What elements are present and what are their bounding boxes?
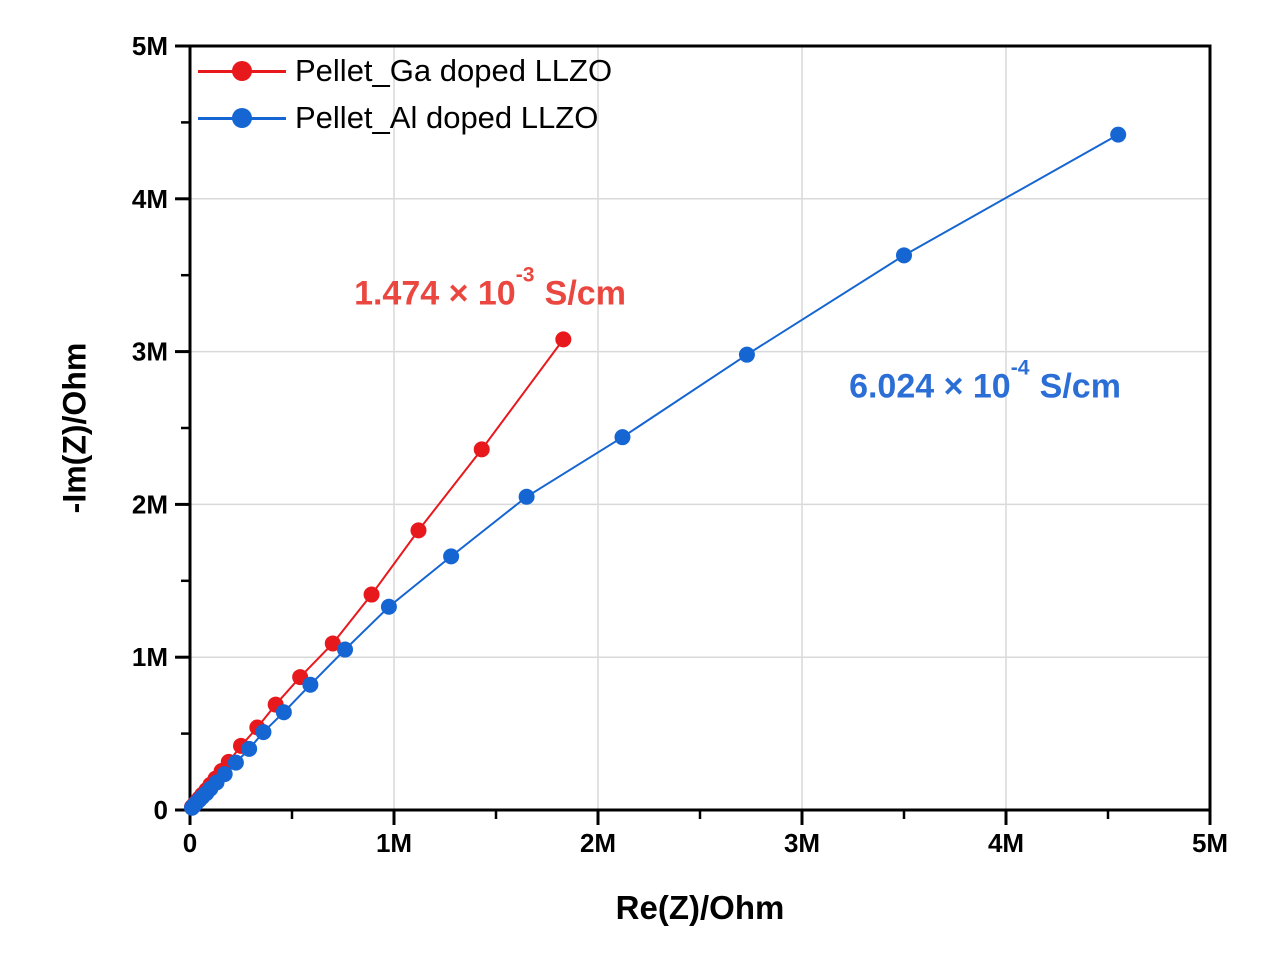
y-tick-label: 0 [154,795,168,825]
series-line-0 [191,338,565,808]
data-point-series-0 [363,586,380,603]
data-point-series-1 [614,429,631,446]
data-point-series-1 [1110,126,1127,143]
data-point-series-1 [227,754,244,771]
series-line-1 [191,133,1119,809]
legend-item-ga: Pellet_Ga doped LLZO [198,52,612,90]
legend-dot-red [232,61,252,81]
legend-line-marker-blue-icon [198,107,286,129]
plot-frame [188,44,1212,812]
y-tick-label: 1M [132,642,168,672]
y-tick-label: 2M [132,489,168,519]
y-tick-label: 3M [132,337,168,367]
annotation-value-al: 6.024 × 10 [849,367,1011,406]
data-point-series-1 [275,704,292,721]
y-tick-label: 4M [132,184,168,214]
conductivity-annotation-ga: 1.474 × 10-3 S/cm [354,264,626,313]
annotation-unit-ga: S/cm [544,274,626,313]
data-point-series-1 [302,676,319,693]
legend-label-al: Pellet_Al doped LLZO [295,100,599,135]
legend-line-marker-red-icon [198,60,286,82]
legend-item-al: Pellet_Al doped LLZO [198,99,612,137]
data-point-series-1 [216,766,233,783]
data-point-series-1 [518,488,535,505]
data-point-series-0 [473,441,490,458]
annotation-exponent-ga: -3 [515,263,535,287]
legend-label-ga: Pellet_Ga doped LLZO [295,53,613,88]
annotation-unit-al: S/cm [1039,367,1121,406]
conductivity-annotation-al: 6.024 × 10-4 S/cm [849,357,1121,406]
x-tick-label: 5M [1192,828,1228,858]
legend-dot-blue [232,108,252,128]
x-tick-label: 1M [376,828,412,858]
y-tick-label: 5M [132,31,168,61]
annotation-exponent-al: -4 [1010,356,1030,380]
annotation-value-ga: 1.474 × 10 [354,274,516,313]
x-tick-label: 0 [183,828,197,858]
data-point-series-0 [410,522,427,539]
x-axis-title: Re(Z)/Ohm [615,889,785,926]
data-point-series-1 [241,740,258,757]
data-point-series-1 [738,346,755,363]
y-axis-title: -Im(Z)/Ohm [56,342,93,514]
x-tick-label: 3M [784,828,820,858]
data-point-series-0 [555,331,572,348]
data-point-series-1 [255,724,272,741]
data-point-series-1 [443,548,460,565]
data-point-series-1 [337,641,354,658]
x-tick-label: 4M [988,828,1024,858]
data-point-series-0 [324,635,341,652]
data-point-series-1 [896,247,912,264]
legend: Pellet_Ga doped LLZO Pellet_Al doped LLZ… [198,52,612,137]
data-point-series-1 [380,598,397,615]
x-tick-label: 2M [580,828,616,858]
